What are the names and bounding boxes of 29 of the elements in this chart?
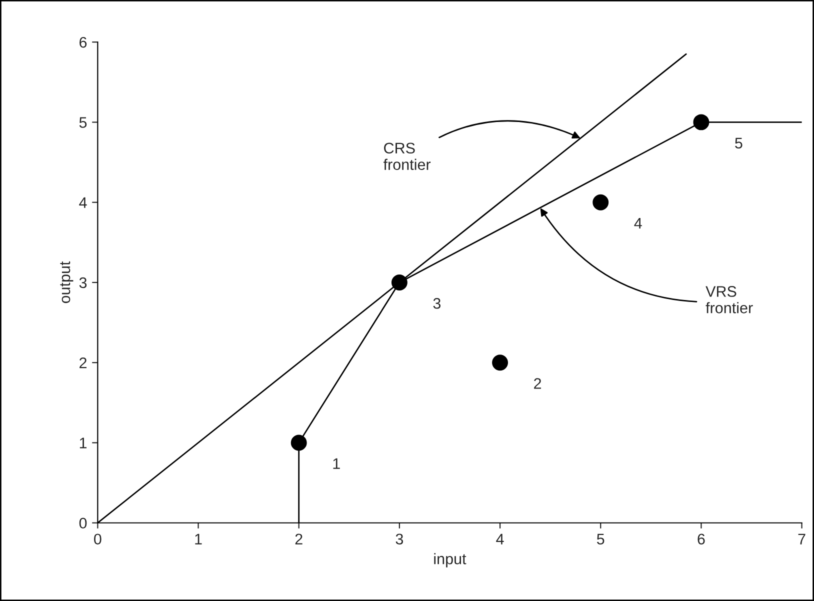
point [592,194,609,210]
x-tick-label: 4 [496,534,504,544]
point [693,114,710,130]
x-axis-title: input [434,553,466,568]
annotation: VRS frontier [706,286,753,314]
x-tick-label: 5 [596,534,604,545]
annotation: 1 [333,458,340,469]
y-axis-title: output [60,261,74,304]
point [391,274,408,290]
point [492,354,508,371]
x-tick-label: 3 [396,534,404,545]
point [290,434,307,451]
x-tick-label: 0 [94,534,102,545]
y-tick-label: 2 [80,357,86,368]
annotation: 2 [534,378,542,389]
x-tick-label: 1 [195,534,202,544]
y-tick-label: 5 [79,117,87,128]
x-tick-label: 7 [798,534,806,544]
y-tick-label: 3 [79,277,87,288]
annotation: 3 [433,298,441,309]
y-tick-label: 4 [79,197,87,208]
annotation: 4 [634,218,642,229]
annotation: 5 [735,138,742,149]
x-tick-label: 2 [295,534,302,544]
annotation: CRS frontier [383,142,431,170]
y-tick-label: 6 [80,36,87,48]
y-tick-label: 0 [79,518,87,529]
x-tick-label: 6 [698,534,705,545]
y-tick-label: 1 [80,438,87,448]
